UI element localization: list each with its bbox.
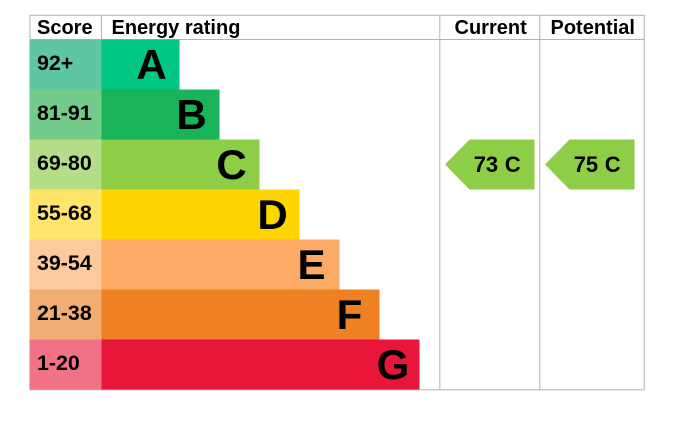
svg-text:69-80: 69-80 <box>37 151 92 175</box>
svg-text:F: F <box>337 291 363 338</box>
svg-text:B: B <box>176 91 206 138</box>
svg-text:G: G <box>377 341 410 388</box>
svg-text:55-68: 55-68 <box>37 201 92 225</box>
svg-text:Current: Current <box>455 17 528 39</box>
svg-text:39-54: 39-54 <box>37 251 92 275</box>
svg-text:C: C <box>505 152 521 177</box>
svg-text:Score: Score <box>37 17 93 39</box>
svg-text:73: 73 <box>474 152 498 177</box>
svg-text:D: D <box>257 191 287 238</box>
svg-text:E: E <box>297 241 325 288</box>
svg-text:92+: 92+ <box>37 51 73 75</box>
svg-text:C: C <box>605 152 621 177</box>
svg-text:21-38: 21-38 <box>37 301 92 325</box>
svg-text:Energy rating: Energy rating <box>112 17 241 39</box>
svg-text:75: 75 <box>574 152 598 177</box>
svg-text:C: C <box>216 141 246 188</box>
svg-text:81-91: 81-91 <box>37 101 92 125</box>
svg-text:1-20: 1-20 <box>37 351 80 375</box>
svg-text:Potential: Potential <box>551 17 635 39</box>
svg-text:A: A <box>136 41 166 88</box>
